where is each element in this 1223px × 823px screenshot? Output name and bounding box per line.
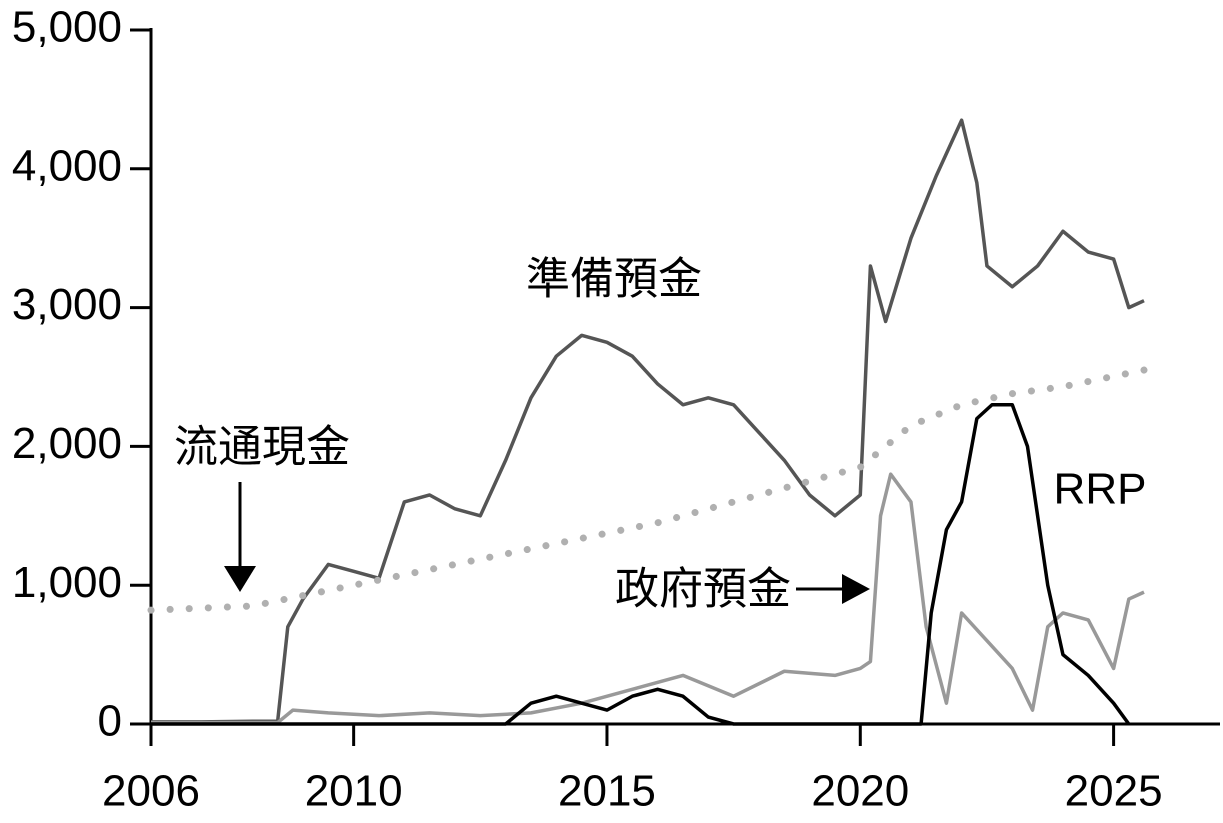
arrow-head (224, 566, 256, 592)
series-line (147, 366, 1148, 614)
y-tick-label: 3,000 (12, 280, 122, 329)
series-line (151, 118, 1145, 724)
y-tick-label: 1,000 (12, 558, 122, 607)
y-tick-label: 2,000 (12, 419, 122, 468)
label-tga: 政府預金 (615, 565, 791, 614)
arrow-head (842, 574, 870, 604)
x-tick-label: 2020 (811, 767, 909, 816)
y-tick-label: 0 (98, 697, 122, 746)
x-tick-label: 2025 (1065, 767, 1163, 816)
y-tick-label: 5,000 (12, 3, 122, 52)
x-tick-label: 2010 (305, 767, 403, 816)
label-currency: 流通現金 (174, 423, 350, 472)
x-tick-label: 2015 (558, 767, 656, 816)
series-line (151, 403, 1131, 726)
label-reserves: 準備預金 (526, 255, 702, 304)
series-line (151, 472, 1145, 725)
label-rrp: RRP (1054, 465, 1147, 514)
x-tick-label: 2006 (102, 767, 200, 816)
y-tick-label: 4,000 (12, 141, 122, 190)
